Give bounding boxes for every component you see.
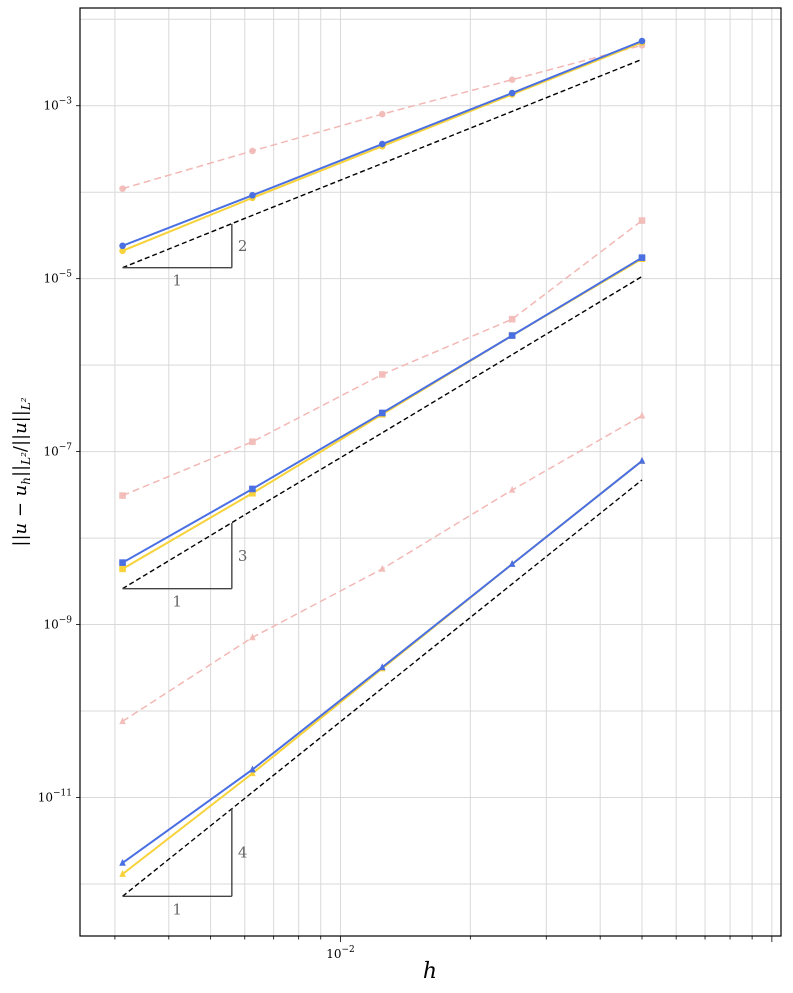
data-point-marker [378,140,386,148]
data-point-marker [638,37,646,45]
slope-rise-label: 4 [238,843,248,861]
data-point-marker [119,717,126,725]
series-group-order-4 [119,411,646,897]
data-point-marker [378,371,386,378]
data-point-marker [508,560,516,567]
data-point-marker [119,185,126,192]
y-tick-label: 10−9 [43,616,72,632]
data-point-marker [249,765,256,773]
y-tick-label: 10−11 [38,788,72,804]
blue-series-line [121,460,643,864]
y-tick-label: 10−7 [43,443,72,459]
y-tick-label: 10−3 [43,97,72,113]
data-point-marker [119,492,126,499]
data-point-marker [249,192,256,199]
data-point-marker [119,565,126,573]
reference-series-line [122,58,643,269]
reference-series-line [122,479,643,897]
data-point-marker [119,247,126,255]
data-point-marker [119,858,126,866]
slope-triangles: 2 1 3 1 4 1 [122,223,248,918]
data-point-marker [378,110,386,118]
data-point-marker [249,633,256,641]
grid [80,8,781,936]
pink-series-line [122,219,643,497]
slope-run-label: 1 [172,593,182,611]
slope-run-label: 1 [172,272,182,290]
data-point-marker [508,76,516,84]
ticks: 10−3 10−5 10−7 10−9 10−11 10−2 [38,97,773,961]
plot-frame [79,7,782,937]
data-point-marker [508,485,516,493]
series-group-order-2 [119,37,646,269]
data-point-marker [119,242,126,250]
x-tick-label: 10−2 [326,945,355,961]
data-point-marker [508,332,516,339]
reference-series-line [122,275,643,590]
slope-rise-label: 3 [238,547,248,565]
y-tick-label: 10−5 [43,270,72,286]
data-point-marker [508,89,516,97]
series-layer [119,37,646,897]
data-point-marker [638,456,646,464]
data-point-marker [119,559,126,566]
svg-text:||u − uh||L²/||u||L²: ||u − uh||L²/||u||L² [10,397,33,546]
data-point-marker [249,769,256,777]
y-axis-title: ||u − uh||L²/||u||L² [10,397,33,546]
x-axis-title: h [423,959,437,984]
data-point-marker [638,254,646,261]
data-point-marker [249,489,256,497]
data-point-marker [249,147,256,155]
data-point-marker [508,315,516,323]
data-point-marker [378,564,386,572]
data-point-marker [638,411,646,419]
data-point-marker [119,869,126,877]
data-point-marker [638,217,646,224]
series-group-order-3 [119,217,646,590]
slope-rise-label: 2 [238,237,248,255]
slope-run-label: 1 [172,900,182,918]
data-point-marker [378,663,386,671]
data-point-marker [378,409,386,417]
data-point-marker [249,485,256,493]
data-point-marker [249,438,256,446]
